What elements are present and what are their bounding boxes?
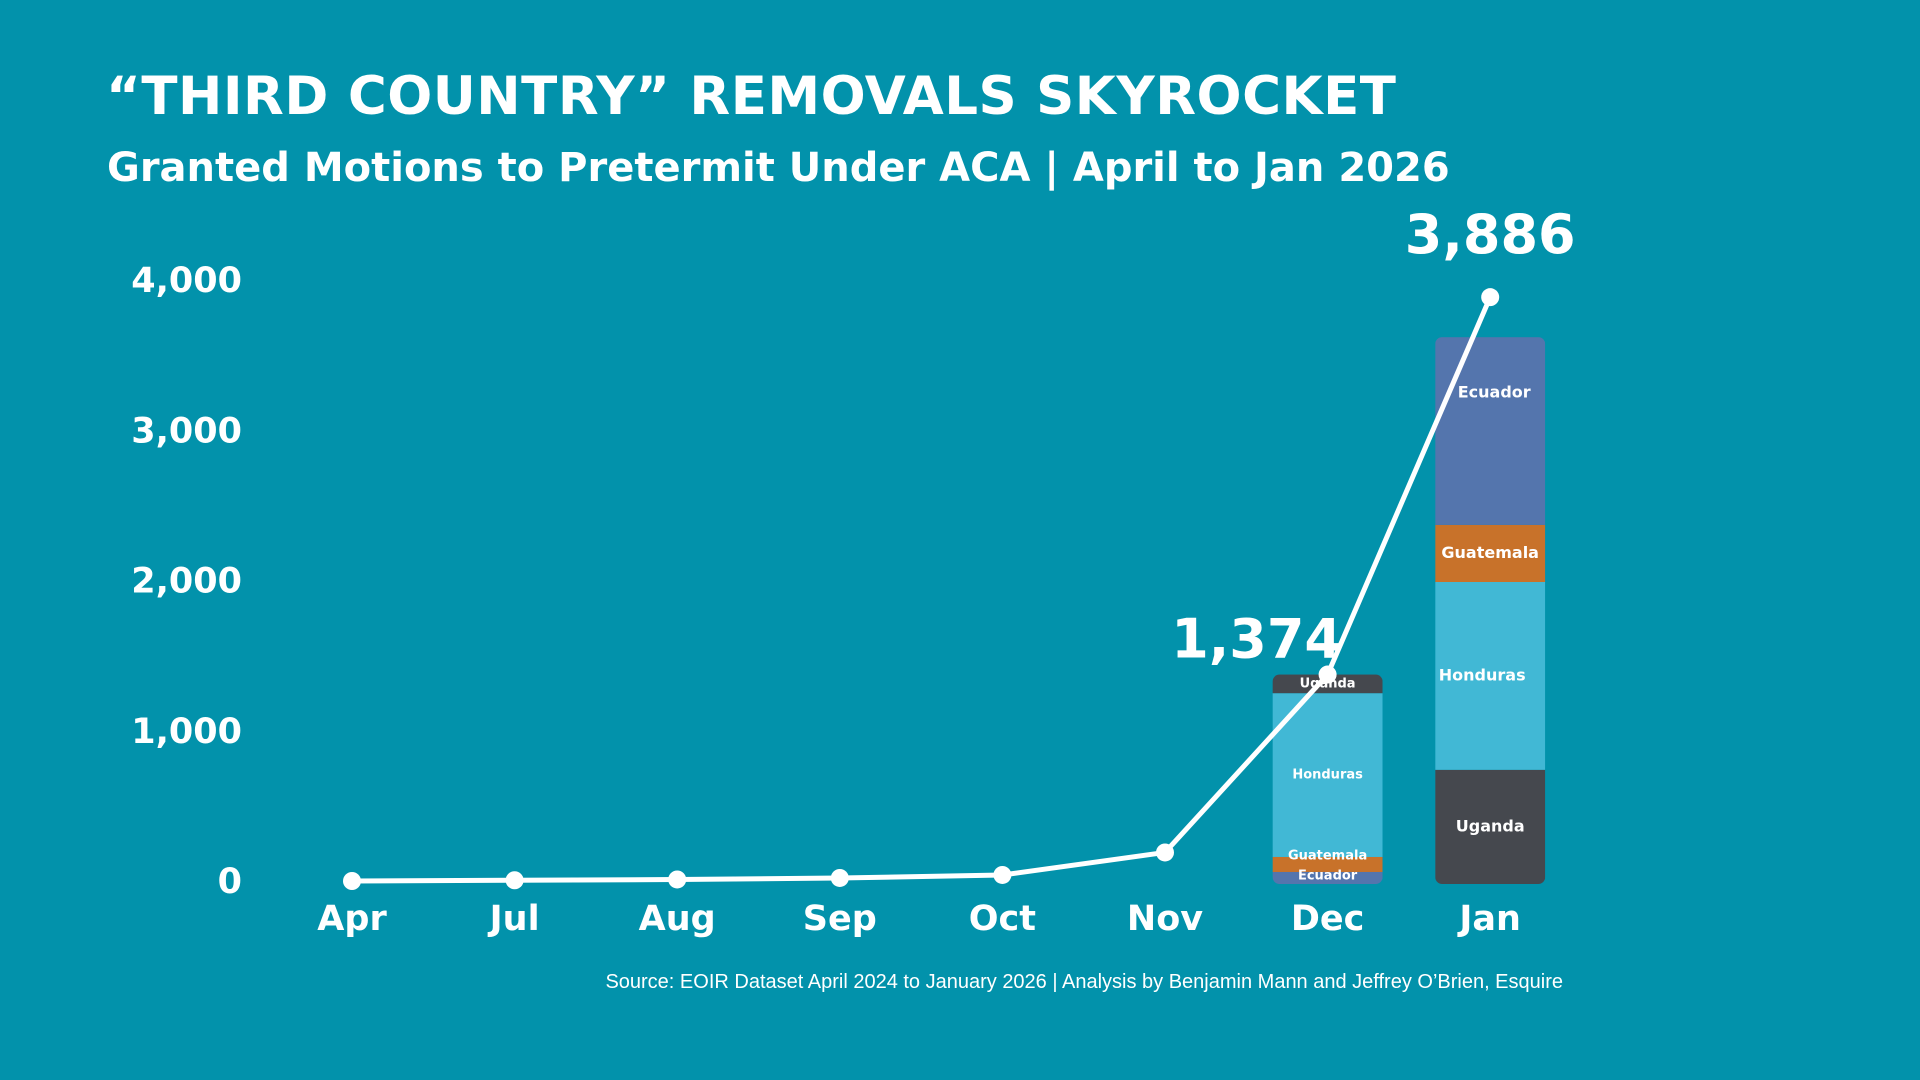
x-tick-label-aug: Aug xyxy=(639,899,716,939)
line-path xyxy=(349,294,1493,884)
y-tick-label-2000: 2,000 xyxy=(131,562,242,602)
bar-label-jan-honduras: Honduras xyxy=(1439,665,1526,684)
x-tick-label-jan: Jan xyxy=(1457,899,1521,939)
stacked-bars: EcuadorGuatemalaHondurasUgandaUgandaHond… xyxy=(1272,337,1546,884)
x-tick-label-sep: Sep xyxy=(803,899,877,939)
line-point-jan xyxy=(1481,288,1500,307)
x-tick-label-jul: Jul xyxy=(488,899,540,939)
bar-label-dec-honduras: Honduras xyxy=(1292,768,1363,783)
chart-subtitle: Granted Motions to Pretermit Under ACA |… xyxy=(107,145,1450,191)
bar-segment-dec-honduras xyxy=(1272,693,1383,857)
y-tick-label-0: 0 xyxy=(218,862,242,902)
y-tick-label-4000: 4,000 xyxy=(131,261,242,301)
bar-segment-jan-honduras xyxy=(1435,582,1546,770)
bar-label-dec-guatemala: Guatemala xyxy=(1288,848,1367,863)
bar-label-jan-uganda: Uganda xyxy=(1456,816,1525,835)
line-series xyxy=(343,288,1500,890)
bar-label-dec-ecuador: Ecuador xyxy=(1298,869,1358,884)
x-tick-label-nov: Nov xyxy=(1127,899,1203,939)
callout-dec: 1,374 xyxy=(1171,608,1342,671)
chart-title: “THIRD COUNTRY” REMOVALS SKYROCKET xyxy=(106,66,1397,127)
y-tick-label-3000: 3,000 xyxy=(131,411,242,451)
bar-segment-jan-uganda xyxy=(1435,769,1546,884)
x-axis: Apr Jul Aug Sep Oct Nov Dec Jan xyxy=(317,899,1521,939)
bar-segment-jan-guatemala xyxy=(1435,524,1546,583)
line-point-oct xyxy=(993,865,1012,884)
x-tick-label-dec: Dec xyxy=(1291,899,1365,939)
bar-label-jan-ecuador: Ecuador xyxy=(1458,383,1531,402)
stacked-bar-dec xyxy=(1272,674,1383,884)
line-point-aug xyxy=(668,870,687,889)
source-note: Source: EOIR Dataset April 2024 to Janua… xyxy=(605,971,1563,993)
line-point-nov xyxy=(1156,843,1174,862)
line-point-sep xyxy=(830,868,849,887)
x-tick-label-apr: Apr xyxy=(317,899,387,939)
bar-segment-jan-ecuador xyxy=(1435,337,1546,525)
bar-segment-dec-guatemala xyxy=(1272,856,1383,872)
line-point-jul xyxy=(505,871,524,890)
bar-segment-dec-uganda xyxy=(1272,674,1383,694)
bar-segment-dec-ecuador xyxy=(1272,871,1383,884)
callouts: 1,374 3,886 xyxy=(1171,203,1575,670)
bar-label-jan-guatemala: Guatemala xyxy=(1441,543,1539,562)
y-tick-label-1000: 1,000 xyxy=(131,712,242,752)
y-axis: 0 1,000 2,000 3,000 4,000 xyxy=(131,261,242,902)
stacked-bar-jan xyxy=(1435,337,1546,884)
line-point-apr xyxy=(343,872,361,890)
x-tick-label-oct: Oct xyxy=(969,899,1036,939)
line-point-dec xyxy=(1318,665,1337,684)
callout-jan: 3,886 xyxy=(1405,203,1576,266)
